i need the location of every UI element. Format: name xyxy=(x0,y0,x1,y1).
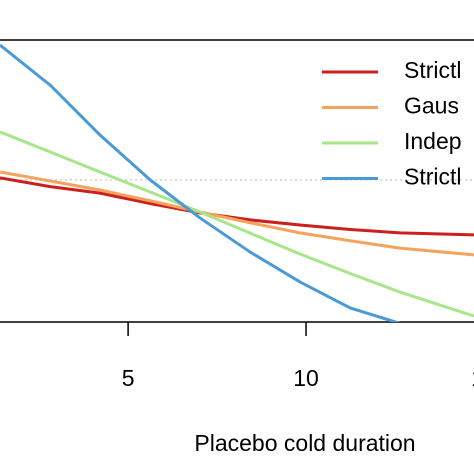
series-line xyxy=(0,43,401,322)
series-line xyxy=(0,130,474,318)
x-tick-label: 10 xyxy=(293,365,319,391)
legend-label: Gaus xyxy=(404,93,459,119)
plot-area xyxy=(0,43,474,322)
legend-label: Strictl xyxy=(404,164,462,190)
x-tick-label: 15 xyxy=(471,365,474,391)
legend-label: Indep xyxy=(404,128,462,154)
series-line xyxy=(0,170,474,257)
legend-label: Strictl xyxy=(404,57,462,83)
plot-frame xyxy=(0,39,474,323)
x-axis-label: Placebo cold duration xyxy=(194,430,415,456)
x-tick-label: 5 xyxy=(122,365,135,391)
